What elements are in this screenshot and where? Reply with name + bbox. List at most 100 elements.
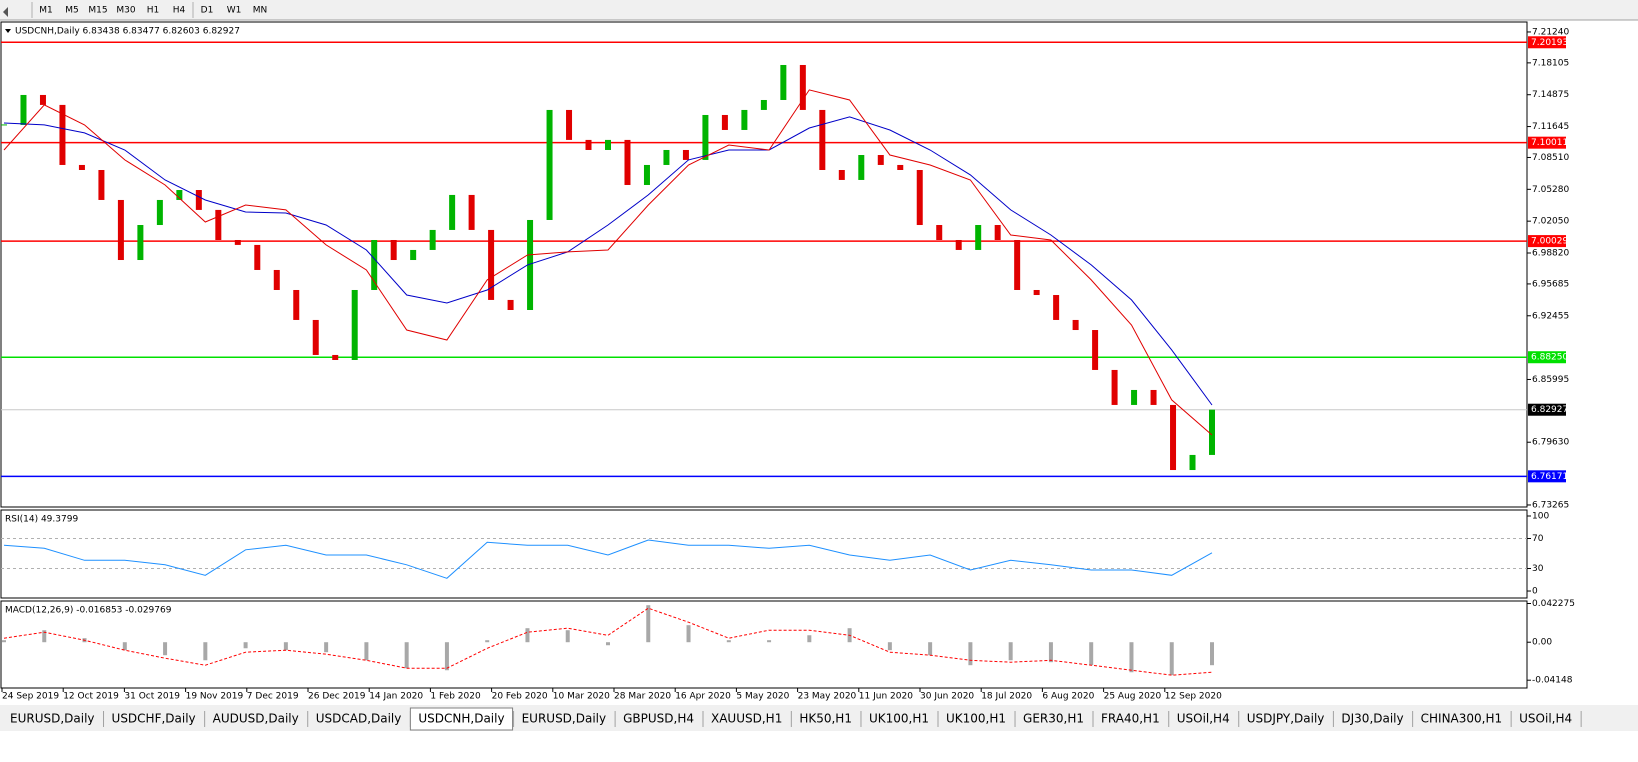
tab[interactable]: HK50,H1 bbox=[799, 712, 852, 726]
level-label-box bbox=[1528, 351, 1566, 364]
candle bbox=[98, 169, 105, 200]
histogram-bar bbox=[324, 642, 329, 653]
tab[interactable]: USOil,H4 bbox=[1177, 712, 1230, 726]
tab[interactable]: USDCAD,Daily bbox=[316, 712, 402, 726]
indicator-line bbox=[3, 539, 1213, 579]
candle bbox=[371, 239, 378, 290]
timeframe-button[interactable]: H1 bbox=[147, 6, 160, 16]
level-label-box bbox=[1528, 470, 1566, 483]
candle bbox=[39, 94, 46, 105]
level-label: 7.10011 bbox=[1531, 138, 1568, 148]
tab[interactable]: XAUUSD,H1 bbox=[711, 712, 782, 726]
y-tick-label: -0.04148 bbox=[1532, 676, 1573, 686]
tab[interactable]: GER30,H1 bbox=[1023, 712, 1084, 726]
level-label: 6.88250 bbox=[1531, 353, 1568, 363]
y-tick-label: 6.79630 bbox=[1532, 438, 1569, 448]
histogram-bar bbox=[444, 642, 449, 671]
histogram-bar bbox=[928, 642, 933, 656]
candle bbox=[59, 104, 66, 165]
tab[interactable]: GBPUSD,H4 bbox=[623, 712, 694, 726]
histogram-bar bbox=[42, 630, 47, 643]
x-tick-label: 7 Dec 2019 bbox=[247, 692, 299, 702]
candle bbox=[1072, 319, 1079, 331]
x-tick-label: 20 Feb 2020 bbox=[492, 692, 548, 702]
histogram-bar bbox=[767, 640, 772, 643]
x-tick-label: 16 Apr 2020 bbox=[675, 692, 731, 702]
candle bbox=[176, 190, 183, 200]
candle bbox=[566, 109, 573, 140]
histogram-bar bbox=[606, 642, 610, 646]
candle bbox=[332, 354, 339, 360]
indicator-line bbox=[3, 89, 1213, 436]
tab[interactable]: EURUSD,Daily bbox=[522, 712, 607, 726]
timeframe-button[interactable]: MN bbox=[253, 6, 268, 16]
tab[interactable]: USDCNH,Daily bbox=[418, 712, 504, 726]
x-tick-label: 26 Dec 2019 bbox=[308, 692, 366, 702]
y-tick-label: 7.02050 bbox=[1532, 217, 1569, 227]
candle bbox=[312, 319, 319, 355]
candle bbox=[546, 109, 553, 220]
candle bbox=[468, 194, 475, 230]
candle bbox=[215, 209, 222, 240]
histogram-bar bbox=[968, 642, 973, 666]
panel-title: USDCNH,Daily 6.83438 6.83477 6.82603 6.8… bbox=[15, 27, 240, 37]
x-tick-label: 19 Nov 2019 bbox=[186, 692, 244, 702]
timeframe-button[interactable]: M1 bbox=[39, 6, 53, 16]
timeframe-button[interactable]: H4 bbox=[173, 6, 186, 16]
candle bbox=[488, 229, 495, 300]
candle bbox=[234, 239, 241, 245]
tab[interactable]: DJ30,Daily bbox=[1341, 712, 1403, 726]
histogram-bar bbox=[163, 642, 168, 656]
y-tick-label: 100 bbox=[1532, 512, 1549, 522]
candle bbox=[78, 164, 85, 170]
candle bbox=[936, 225, 943, 240]
timeframe-button[interactable]: M30 bbox=[116, 6, 135, 16]
candle bbox=[799, 64, 806, 110]
x-tick-label: 6 Aug 2020 bbox=[1042, 692, 1094, 702]
level-label: 7.20193 bbox=[1531, 38, 1568, 48]
candle bbox=[1033, 289, 1040, 296]
candle bbox=[527, 219, 534, 311]
tab[interactable]: CHINA300,H1 bbox=[1421, 712, 1503, 726]
tab[interactable]: USDJPY,Daily bbox=[1247, 712, 1325, 726]
y-tick-label: 6.73265 bbox=[1532, 500, 1569, 510]
histogram-bar bbox=[404, 642, 409, 669]
timeframe-button[interactable]: M5 bbox=[65, 6, 79, 16]
level-label-box bbox=[1528, 36, 1566, 49]
toolbar bbox=[0, 0, 1638, 20]
histogram-bar bbox=[887, 642, 892, 651]
histogram-bar bbox=[1048, 642, 1053, 663]
histogram-bar bbox=[283, 642, 288, 651]
tab[interactable]: FRA40,H1 bbox=[1101, 712, 1160, 726]
candle bbox=[760, 99, 767, 110]
y-tick-label: 0.00 bbox=[1532, 638, 1552, 648]
tab[interactable]: AUDUSD,Daily bbox=[213, 712, 299, 726]
y-tick-label: 0.042275 bbox=[1532, 599, 1575, 609]
candle bbox=[20, 94, 27, 125]
candle bbox=[449, 194, 456, 230]
candle bbox=[721, 114, 728, 130]
timeframe-button[interactable]: W1 bbox=[227, 6, 242, 16]
timeframe-button[interactable]: M15 bbox=[88, 6, 107, 16]
candle bbox=[975, 225, 982, 250]
tab[interactable]: USOil,H4 bbox=[1519, 712, 1572, 726]
candle bbox=[663, 149, 670, 165]
y-tick-label: 7.11645 bbox=[1532, 122, 1569, 132]
tab[interactable]: USDCHF,Daily bbox=[112, 712, 196, 726]
candle bbox=[741, 109, 748, 130]
y-tick-label: 6.85995 bbox=[1532, 375, 1569, 385]
candle bbox=[293, 289, 300, 320]
candle bbox=[994, 225, 1001, 240]
panel-frame bbox=[0, 509, 1528, 599]
candle bbox=[1111, 369, 1118, 405]
indicator-line bbox=[3, 607, 1213, 676]
x-tick-label: 24 Sep 2019 bbox=[2, 692, 59, 702]
y-tick-label: 6.92455 bbox=[1532, 311, 1569, 321]
histogram-bar bbox=[2, 640, 6, 643]
tab[interactable]: UK100,H1 bbox=[869, 712, 929, 726]
tab[interactable]: EURUSD,Daily bbox=[10, 712, 95, 726]
y-tick-label: 7.14875 bbox=[1532, 90, 1569, 100]
tab[interactable]: UK100,H1 bbox=[946, 712, 1006, 726]
x-tick-label: 23 May 2020 bbox=[798, 692, 857, 702]
timeframe-button[interactable]: D1 bbox=[201, 6, 214, 16]
